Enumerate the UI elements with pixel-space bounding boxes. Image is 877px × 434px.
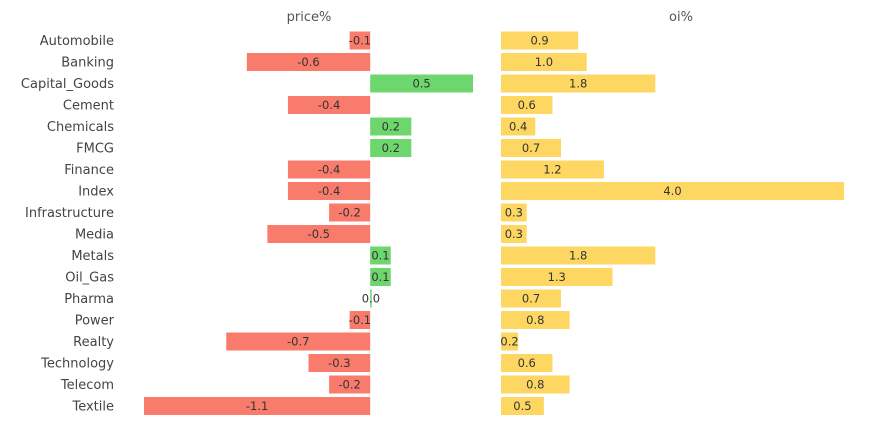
oi-bar <box>501 397 544 415</box>
price-bar <box>287 96 371 114</box>
oi-value-label: 1.8 <box>569 249 587 263</box>
oi-bar <box>501 246 656 265</box>
oi-bar <box>501 74 656 93</box>
category-label: Oil_Gas <box>65 271 114 286</box>
category-label: Pharma <box>64 292 114 307</box>
price-value-label: -0.3 <box>328 356 350 370</box>
category-label: Infrastructure <box>25 206 114 221</box>
oi-value-label: 0.6 <box>518 356 536 370</box>
oi-value-label: 0.8 <box>526 313 544 327</box>
category-label: Metals <box>71 249 114 264</box>
category-label: Finance <box>64 163 114 178</box>
price-bar <box>226 332 371 351</box>
price-value-label: -0.4 <box>318 98 340 112</box>
price-bar <box>370 117 412 136</box>
category-label: FMCG <box>76 142 114 157</box>
price-value-label: 0.1 <box>371 249 389 263</box>
oi-bar <box>501 31 579 50</box>
oi-bar <box>501 332 519 351</box>
oi-bar <box>501 182 844 200</box>
oi-bar <box>501 289 562 308</box>
price-value-label: 0.5 <box>412 77 430 91</box>
price-value-label: -0.4 <box>318 184 340 198</box>
oi-value-label: 0.7 <box>522 141 540 155</box>
category-label: Realty <box>73 335 114 350</box>
category-labels: Automobile Banking Capital_Goods Cement Chem… <box>21 34 115 415</box>
price-value-label: -0.1 <box>349 313 371 327</box>
oi-value-label: 0.6 <box>518 98 536 112</box>
oi-value-label: 1.8 <box>569 77 587 91</box>
price-panel-title: price% <box>287 10 332 25</box>
oi-value-label: 0.2 <box>500 335 518 349</box>
oi-bar <box>501 375 570 394</box>
price-bar <box>370 139 412 157</box>
category-label: Banking <box>61 56 114 71</box>
price-value-label: 0.0 <box>362 292 380 306</box>
oi-value-label: 0.3 <box>505 227 523 241</box>
category-label: Media <box>75 228 114 243</box>
oi-bar <box>501 117 536 136</box>
category-label: Capital_Goods <box>21 77 114 92</box>
category-label: Power <box>75 314 115 329</box>
oi-bars: 0.91.01.80.60.40.71.24.00.30.31.81.30.70… <box>500 31 844 415</box>
price-value-label: 0.2 <box>382 120 400 134</box>
category-label: Chemicals <box>47 120 114 135</box>
price-bar <box>329 375 371 394</box>
price-bar <box>370 74 473 93</box>
oi-panel-title: oi% <box>669 10 693 25</box>
oi-value-label: 1.3 <box>548 270 566 284</box>
category-label: Index <box>78 185 114 200</box>
price-value-label: -0.7 <box>287 335 309 349</box>
price-value-label: -0.2 <box>338 206 360 220</box>
oi-bar <box>501 268 613 286</box>
price-bar <box>246 53 371 71</box>
price-bar <box>370 289 372 308</box>
price-value-label: 0.2 <box>382 141 400 155</box>
price-value-label: -0.5 <box>308 227 330 241</box>
oi-bar <box>501 225 527 243</box>
price-bar <box>287 160 371 179</box>
oi-value-label: 1.2 <box>543 163 561 177</box>
oi-value-label: 0.3 <box>505 206 523 220</box>
price-bar <box>144 397 371 415</box>
price-bar <box>308 354 371 372</box>
oi-value-label: 0.9 <box>530 34 548 48</box>
category-label: Telecom <box>60 378 114 393</box>
category-label: Textile <box>71 400 114 415</box>
price-value-label: -1.1 <box>246 399 268 413</box>
oi-value-label: 0.5 <box>513 399 531 413</box>
oi-bar <box>501 160 604 179</box>
price-value-label: -0.1 <box>349 34 371 48</box>
price-value-label: -0.6 <box>297 55 319 69</box>
oi-bar <box>501 354 553 372</box>
category-label: Cement <box>63 99 114 114</box>
oi-value-label: 0.4 <box>509 120 527 134</box>
price-bar <box>370 246 391 265</box>
oi-bar <box>501 203 527 222</box>
price-bar <box>329 203 371 222</box>
oi-bar <box>501 139 562 157</box>
oi-bar <box>501 311 570 329</box>
price-value-label: -0.2 <box>338 378 360 392</box>
price-value-label: -0.4 <box>318 163 340 177</box>
category-label: Automobile <box>40 34 114 49</box>
oi-value-label: 0.7 <box>522 292 540 306</box>
oi-bar <box>501 53 587 71</box>
oi-value-label: 0.8 <box>526 378 544 392</box>
price-bar <box>287 182 371 200</box>
oi-bar <box>501 96 553 114</box>
price-bar <box>349 311 371 329</box>
price-value-label: 0.1 <box>371 270 389 284</box>
price-bar <box>349 31 371 50</box>
price-bar <box>370 268 391 286</box>
price-bars: -0.1 -0.6 0.5 -0.4 0.2 0.2 -0.4 -0.4 -0.2 -0.5 0.1… <box>144 31 473 415</box>
category-label: Technology <box>40 357 114 372</box>
oi-value-label: 1.0 <box>535 55 553 69</box>
oi-value-label: 4.0 <box>663 184 681 198</box>
price-bar <box>267 225 371 243</box>
